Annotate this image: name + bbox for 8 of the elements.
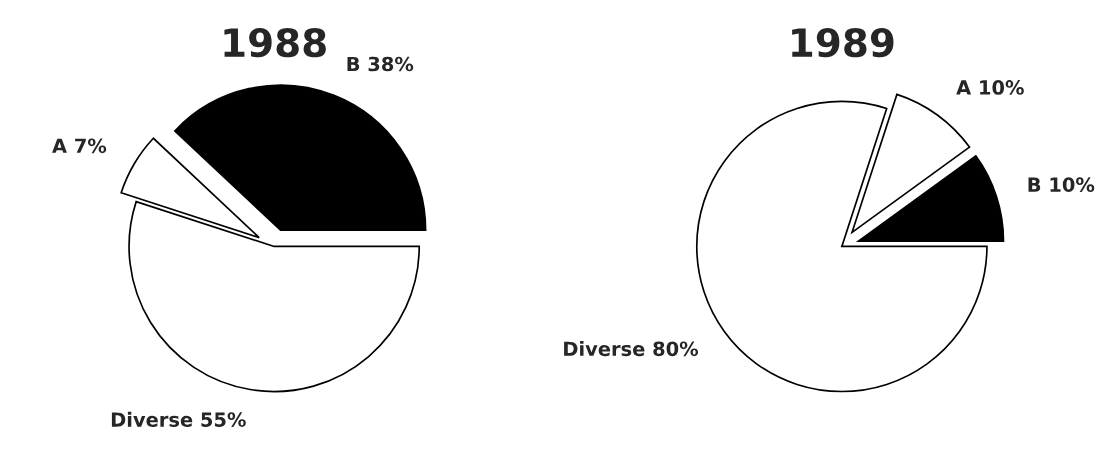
chart-title: 1989 xyxy=(792,27,894,58)
slice-label: B 38% xyxy=(347,56,414,72)
slice-label: Diverse 80% xyxy=(564,341,699,357)
chart-title: 1988 xyxy=(224,27,326,58)
slice-label: Diverse 55% xyxy=(111,411,246,427)
slice-label: A 10% xyxy=(956,80,1024,95)
slice-label: A 7% xyxy=(52,138,107,154)
slice-label: B 10% xyxy=(1028,177,1095,193)
